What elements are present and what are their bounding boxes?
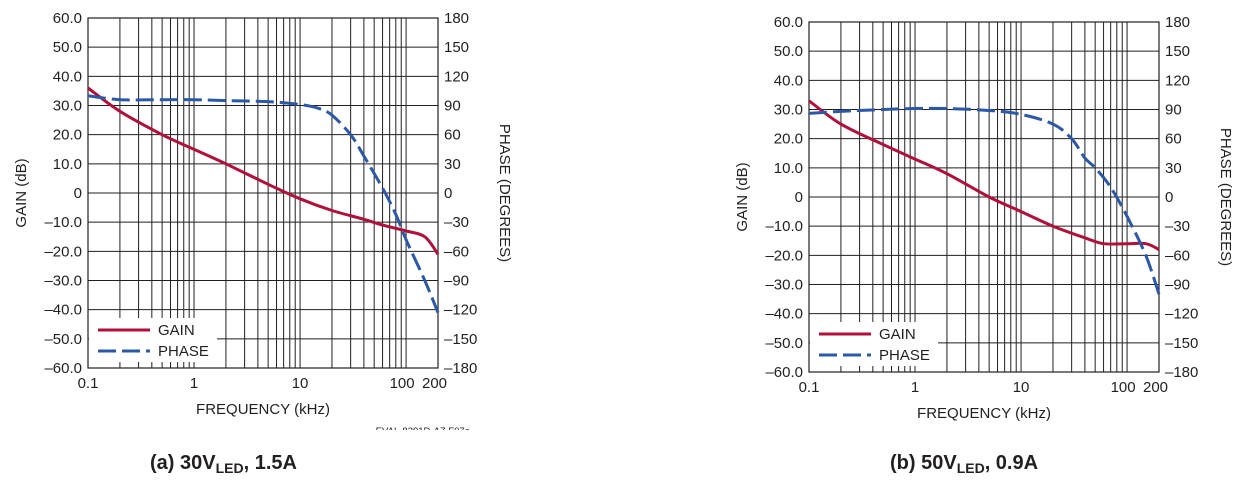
y-tick-label: 40.0 [774, 72, 803, 89]
y2-tick-label: 0 [444, 185, 452, 202]
y2-tick-label: –90 [1165, 277, 1190, 294]
y-axis-title: GAIN (dB) [13, 158, 30, 227]
caption-a-prefix: (a) 30V [150, 452, 216, 474]
y-tick-label: –30.0 [44, 273, 82, 290]
legend-label-gain: GAIN [158, 322, 195, 339]
y-tick-label: 50.0 [774, 43, 803, 60]
x-tick-label: 0.1 [799, 379, 820, 396]
x-tick-label: 1 [190, 375, 198, 392]
y-tick-label: 20.0 [774, 131, 803, 148]
y-tick-label: 50.0 [53, 39, 82, 56]
y2-tick-label: –180 [1165, 364, 1198, 381]
x-tick-label: 1 [911, 379, 919, 396]
y-tick-label: 0 [74, 185, 82, 202]
caption-a: (a) 30VLED, 1.5A [150, 452, 297, 476]
chart-1: GAIN PHASE 60.0 50.0 40.0 30.0 20.0 10.0 0 –10.0 –… [734, 14, 1234, 422]
y2-tick-label: 180 [1165, 14, 1190, 31]
x-tick-label: 200 [1143, 379, 1168, 396]
y2-tick-label: –90 [444, 273, 469, 290]
y-tick-label: –40.0 [44, 302, 82, 319]
y-tick-label: 10.0 [53, 156, 82, 173]
y2-tick-label: 180 [444, 10, 469, 27]
y2-tick-label: 60 [1165, 131, 1182, 148]
x-tick-label: 200 [422, 375, 447, 392]
y2-tick-label: 120 [444, 68, 469, 85]
chart-0: GAIN PHASE 60.0 50.0 40.0 30.0 20.0 10.0 0 –10.0 –… [13, 10, 513, 430]
series-line-gain [808, 99, 1160, 251]
y2-tick-label: –60 [1165, 247, 1190, 264]
plot-frame [808, 21, 1160, 373]
bode-plots: GAIN PHASE 60.0 50.0 40.0 30.0 20.0 10.0 0 –10.0 –… [13, 10, 1234, 430]
y-tick-label: 20.0 [53, 127, 82, 144]
legend: GAIN PHASE [810, 322, 938, 366]
legend-label-gain: GAIN [879, 326, 916, 343]
y2-tick-label: 120 [1165, 72, 1190, 89]
y-axis-title: GAIN (dB) [734, 162, 751, 231]
caption-b-prefix: (b) 50V [890, 452, 957, 474]
y-tick-label: 30.0 [774, 102, 803, 119]
y2-tick-label: 90 [1165, 102, 1182, 119]
legend-box [89, 318, 217, 362]
y-tick-label: 30.0 [53, 98, 82, 115]
y-tick-label: 60.0 [53, 10, 82, 27]
y2-tick-label: 150 [444, 39, 469, 56]
y-tick-label: –10.0 [44, 214, 82, 231]
y2-tick-label: 30 [1165, 160, 1182, 177]
y-tick-label: –40.0 [765, 306, 803, 323]
y2-tick-label: –120 [1165, 306, 1198, 323]
y-tick-label: –50.0 [44, 331, 82, 348]
x-axis-title: FREQUENCY (kHz) [917, 405, 1051, 422]
x-tick-label: 0.1 [78, 375, 99, 392]
legend-box [810, 322, 938, 366]
caption-a-subscript: LED [215, 460, 244, 476]
plot-frame [87, 17, 439, 369]
y2-tick-label: 0 [1165, 189, 1173, 206]
y-tick-label: 0 [795, 189, 803, 206]
y2-tick-label: 90 [444, 98, 461, 115]
series-line-phase [87, 94, 440, 314]
y2-tick-label: 60 [444, 127, 461, 144]
caption-b-subscript: LED [956, 460, 985, 476]
y2-tick-label: –30 [1165, 218, 1190, 235]
y2-tick-label: –30 [444, 214, 469, 231]
y2-tick-label: –150 [444, 331, 477, 348]
y2-axis-title: PHASE (DEGREES) [496, 124, 513, 262]
y-tick-label: –60.0 [44, 360, 82, 377]
x-tick-label: 100 [1111, 379, 1136, 396]
y-tick-label: –30.0 [765, 277, 803, 294]
x-tick-label: 10 [292, 375, 309, 392]
caption-b: (b) 50VLED, 0.9A [890, 452, 1038, 476]
legend-label-phase: PHASE [879, 347, 930, 364]
figure-footnote: EVAL-8391D-AZ F07a [376, 426, 471, 430]
caption-b-suffix: , 0.9A [984, 452, 1039, 474]
series-line-gain [87, 86, 440, 256]
x-tick-label: 100 [390, 375, 415, 392]
y2-tick-label: –180 [444, 360, 477, 377]
y2-axis-title: PHASE (DEGREES) [1217, 128, 1234, 266]
caption-a-suffix: , 1.5A [243, 452, 297, 474]
x-axis-title: FREQUENCY (kHz) [196, 401, 330, 418]
y-tick-label: 60.0 [774, 14, 803, 31]
y2-tick-label: –60 [444, 243, 469, 260]
y2-tick-label: 150 [1165, 43, 1190, 60]
y-tick-label: 10.0 [774, 160, 803, 177]
y-tick-label: –50.0 [765, 335, 803, 352]
y-tick-label: 40.0 [53, 68, 82, 85]
y-tick-label: –20.0 [44, 243, 82, 260]
series-line-phase [808, 106, 1161, 295]
y2-tick-label: –120 [444, 302, 477, 319]
y-tick-label: –20.0 [765, 247, 803, 264]
x-tick-label: 10 [1013, 379, 1030, 396]
y2-tick-label: –150 [1165, 335, 1198, 352]
y-tick-label: –60.0 [765, 364, 803, 381]
legend: GAIN PHASE [89, 318, 217, 362]
y2-tick-label: 30 [444, 156, 461, 173]
y-tick-label: –10.0 [765, 218, 803, 235]
legend-label-phase: PHASE [158, 343, 209, 360]
